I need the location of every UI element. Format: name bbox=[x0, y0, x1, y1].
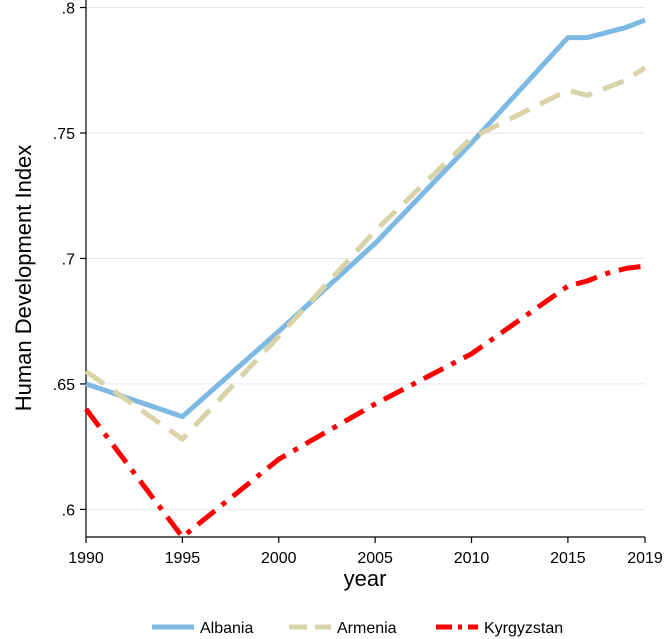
x-tick-label: 2005 bbox=[357, 550, 393, 567]
x-tick-label: 1990 bbox=[68, 550, 104, 567]
x-axis-title: year bbox=[344, 566, 387, 591]
tick-labels: .6 .65 .7 .75 .8 1990 1995 2000 2005 2010 2015 2019 bbox=[53, 1, 663, 567]
x-tick-label: 1995 bbox=[165, 550, 201, 567]
y-axis-title: Human Development Index bbox=[11, 145, 36, 412]
legend-label-armenia: Armenia bbox=[337, 620, 397, 637]
x-tick-label: 2000 bbox=[261, 550, 297, 567]
x-tick-label: 2019 bbox=[627, 550, 663, 567]
axes bbox=[80, 0, 646, 543]
legend: Albania Armenia Kyrgyzstan bbox=[152, 620, 563, 637]
x-tick-label: 2015 bbox=[550, 550, 586, 567]
y-tick-label: .65 bbox=[53, 377, 75, 394]
legend-label-kyrgyzstan: Kyrgyzstan bbox=[484, 620, 563, 637]
series-line-kyrgyzstan bbox=[84, 263, 646, 540]
y-tick-label: .75 bbox=[53, 126, 75, 143]
legend-label-albania: Albania bbox=[200, 620, 253, 637]
x-tick-label: 2010 bbox=[454, 550, 490, 567]
y-tick-label: .7 bbox=[62, 251, 75, 268]
series-line-albania bbox=[85, 17, 646, 420]
series-lines bbox=[84, 17, 647, 540]
series-line-armenia bbox=[84, 65, 647, 442]
gridlines bbox=[86, 7, 645, 510]
y-tick-label: .6 bbox=[62, 502, 75, 519]
y-tick-label: .8 bbox=[62, 1, 75, 18]
